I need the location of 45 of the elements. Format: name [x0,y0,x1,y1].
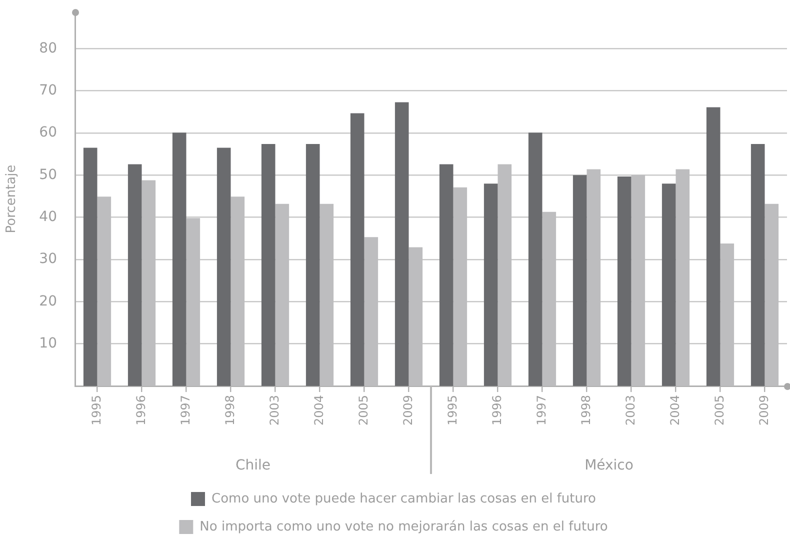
x-tick-label: 1995 [89,395,104,426]
bar [750,144,765,386]
bar [617,176,632,386]
x-tick-label: 2004 [668,395,682,426]
x-tick-label: 2005 [712,395,726,426]
x-tick-label: 2009 [756,395,771,426]
legend-label: Como uno vote puede hacer cambiar las cosas en el futuro [211,491,596,506]
y-tick-label: 10 [39,335,57,352]
y-tick-label: 50 [39,166,57,183]
x-tick-label: 1998 [222,395,237,426]
bar [484,184,498,386]
x-tick-label: 2009 [400,395,415,426]
x-tick-label: 1995 [445,395,460,426]
x-tick-label: 2004 [312,395,326,426]
y-tick-label: 60 [39,124,57,141]
y-tick-label: 20 [39,293,57,310]
y-tick-label: 40 [39,208,57,225]
y-axis-title: Porcentaje [4,164,20,234]
bar [528,132,542,386]
bar [83,148,98,386]
legend-label: No importa como uno vote no mejorarán las cosas en el futuro [200,519,608,534]
y-tick-label: 80 [39,40,57,56]
bar [662,184,676,386]
bar [261,144,276,386]
bar [172,132,186,386]
text: México [584,458,634,474]
bar [394,102,409,386]
bar [572,175,587,386]
bar [306,144,320,386]
bar [350,113,364,386]
bar [128,164,142,386]
text: Chile [235,458,271,474]
x-tick-label: 1996 [490,395,504,426]
x-tick-label: 2005 [356,395,370,426]
x-tick-label: 1996 [134,395,148,426]
bar [706,107,720,386]
x-tick-label: 1997 [534,395,548,426]
x-tick-label: 1997 [178,395,192,426]
y-tick-label: 70 [39,82,57,98]
bar [439,164,454,386]
y-tick-label: 30 [39,251,57,268]
x-tick-label: 1998 [578,395,593,426]
x-tick-label: 2003 [267,395,282,426]
x-tick-label: 2003 [623,395,638,426]
bar [216,148,231,386]
